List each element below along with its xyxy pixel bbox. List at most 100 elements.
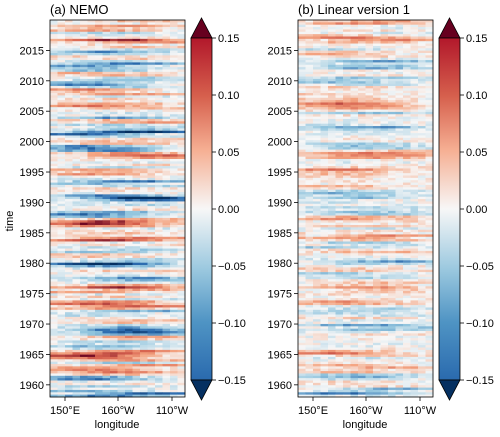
- heatmap-cell: [380, 64, 389, 68]
- heatmap-cell: [95, 375, 103, 379]
- heatmap-cell: [57, 312, 66, 315]
- heatmap-cell: [80, 126, 88, 129]
- heatmap-cell: [140, 312, 148, 315]
- heatmap-cell: [388, 189, 396, 193]
- heatmap-cell: [80, 229, 88, 233]
- heatmap-cell: [132, 159, 141, 162]
- heatmap-cell: [403, 55, 411, 58]
- heatmap-cell: [373, 45, 381, 49]
- heatmap-cell: [320, 83, 329, 87]
- heatmap-cell: [50, 326, 58, 329]
- heatmap-cell: [117, 180, 126, 183]
- heatmap-cell: [365, 217, 374, 221]
- heatmap-cell: [305, 111, 314, 115]
- heatmap-cell: [350, 85, 359, 89]
- heatmap-cell: [313, 215, 321, 219]
- heatmap-cell: [358, 201, 366, 205]
- heatmap-cell: [313, 118, 321, 122]
- heatmap-cell: [335, 81, 344, 84]
- heatmap-cell: [110, 257, 118, 261]
- heatmap-cell: [365, 83, 374, 87]
- heatmap-cell: [110, 345, 118, 348]
- heatmap-cell: [380, 109, 389, 113]
- heatmap-cell: [117, 121, 126, 124]
- heatmap-cell: [403, 151, 411, 155]
- heatmap-cell: [162, 163, 171, 167]
- heatmap-cell: [140, 248, 148, 252]
- heatmap-cell: [170, 206, 178, 209]
- heatmap-cell: [305, 262, 314, 266]
- heatmap-cell: [335, 78, 344, 82]
- heatmap-cell: [162, 316, 171, 320]
- heatmap-cell: [65, 300, 73, 304]
- heatmap-cell: [177, 69, 186, 73]
- heatmap-cell: [177, 378, 186, 381]
- heatmap-cell: [298, 173, 306, 176]
- heatmap-cell: [170, 227, 178, 231]
- heatmap-cell: [117, 378, 126, 381]
- heatmap-cell: [87, 321, 96, 325]
- heatmap-cell: [418, 95, 426, 99]
- heatmap-cell: [388, 76, 396, 80]
- heatmap-cell: [313, 62, 321, 66]
- heatmap-cell: [358, 175, 366, 179]
- heatmap-cell: [87, 349, 96, 353]
- heatmap-cell: [147, 338, 156, 341]
- heatmap-cell: [410, 93, 419, 96]
- heatmap-cell: [140, 276, 148, 280]
- heatmap-cell: [320, 22, 329, 26]
- heatmap-cell: [305, 22, 314, 26]
- colorbar-tick-label: 0.10: [218, 90, 239, 102]
- heatmap-cell: [102, 314, 111, 318]
- heatmap-cell: [57, 309, 66, 313]
- heatmap-cell: [80, 199, 88, 202]
- heatmap-cell: [50, 85, 58, 89]
- heatmap-cell: [403, 196, 411, 200]
- heatmap-cell: [50, 323, 58, 327]
- heatmap-cell: [418, 255, 426, 259]
- heatmap-cell: [147, 229, 156, 233]
- heatmap-cell: [162, 382, 171, 386]
- heatmap-cell: [328, 253, 336, 256]
- heatmap-cell: [125, 71, 133, 75]
- heatmap-cell: [418, 201, 426, 205]
- heatmap-cell: [162, 149, 171, 153]
- heatmap-cell: [177, 279, 186, 282]
- heatmap-cell: [132, 189, 141, 193]
- heatmap-cell: [87, 194, 96, 198]
- heatmap-cell: [350, 34, 359, 37]
- heatmap-cell: [170, 265, 178, 268]
- heatmap-cell: [147, 260, 156, 263]
- heatmap-cell: [147, 213, 156, 216]
- heatmap-cell: [147, 210, 156, 214]
- heatmap-cell: [140, 210, 148, 214]
- heatmap-cell: [373, 241, 381, 245]
- heatmap-cell: [365, 232, 374, 235]
- heatmap-cell: [72, 328, 81, 332]
- heatmap-cell: [87, 133, 96, 136]
- heatmap-cell: [177, 173, 186, 176]
- heatmap-cell: [65, 255, 73, 259]
- heatmap-cell: [117, 314, 126, 318]
- heatmap-cell: [57, 180, 66, 183]
- heatmap-cell: [343, 163, 351, 167]
- heatmap-cell: [140, 85, 148, 89]
- heatmap-cell: [80, 180, 88, 183]
- heatmap-cell: [57, 57, 66, 61]
- heatmap-cell: [95, 246, 103, 249]
- heatmap-cell: [350, 253, 359, 256]
- heatmap-cell: [335, 121, 344, 124]
- heatmap-cell: [380, 274, 389, 278]
- heatmap-cell: [162, 78, 171, 82]
- heatmap-cell: [87, 342, 96, 346]
- heatmap-cell: [102, 342, 111, 346]
- heatmap-cell: [72, 36, 81, 40]
- heatmap-cell: [57, 234, 66, 238]
- heatmap-cell: [343, 74, 351, 77]
- heatmap-cell: [305, 281, 314, 285]
- heatmap-cell: [72, 114, 81, 117]
- heatmap-cell: [177, 213, 186, 216]
- panel-a-heatmap: [50, 20, 186, 398]
- heatmap-cell: [365, 236, 374, 240]
- heatmap-cell: [50, 76, 58, 80]
